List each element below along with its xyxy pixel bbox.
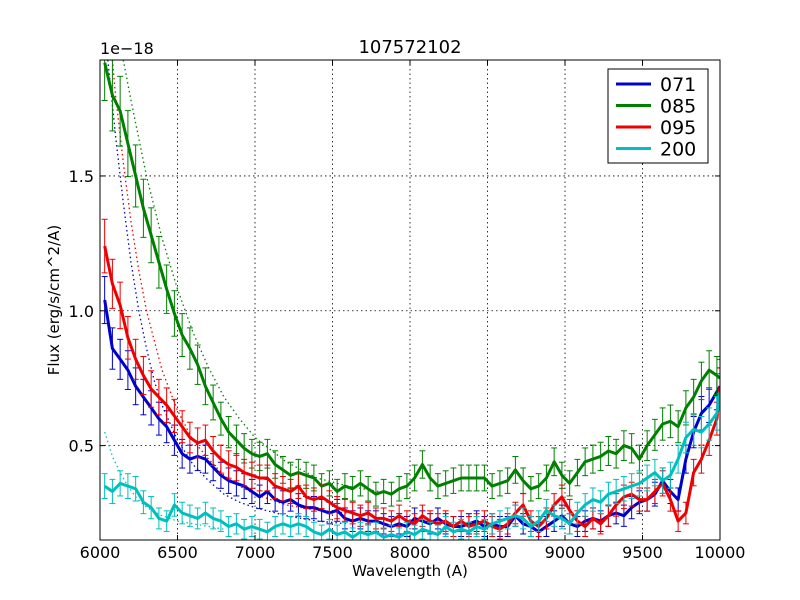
legend-label-085: 085 — [660, 96, 696, 118]
x-axis-label: Wavelength (A) — [352, 562, 468, 580]
x-tick-label: 9500 — [622, 543, 663, 562]
x-tick-label: 7500 — [312, 543, 353, 562]
grid — [100, 60, 720, 540]
model-curve-200 — [104, 431, 225, 530]
series-200 — [101, 373, 720, 540]
y-tick-label: 0.5 — [69, 437, 94, 456]
series-line-200 — [103, 391, 720, 539]
legend-label-071: 071 — [660, 74, 696, 96]
x-tick-label: 8500 — [467, 543, 508, 562]
x-tick-label: 9000 — [545, 543, 586, 562]
model-curves — [104, 60, 380, 530]
legend-label-095: 095 — [660, 117, 696, 139]
x-tick-label: 8000 — [390, 543, 431, 562]
x-tick-label: 10000 — [695, 543, 746, 562]
chart-title: 107572102 — [358, 37, 461, 58]
y-axis-label: Flux (erg/s/cm^2/A) — [45, 225, 63, 376]
y-tick-label: 1.5 — [69, 167, 94, 186]
series-line-095 — [103, 245, 720, 531]
model-curve-095 — [111, 60, 349, 514]
series-line-085 — [103, 62, 720, 496]
data-series — [101, 60, 720, 540]
y-offset-label: 1e−18 — [100, 39, 154, 58]
x-tick-label: 7000 — [235, 543, 276, 562]
legend-label-200: 200 — [660, 139, 696, 161]
series-085 — [101, 60, 720, 507]
axis-ticks: 6000 6500 7000 7500 8000 8500 9000 9500 10000 0.5… — [69, 60, 746, 562]
y-tick-label: 1.0 — [69, 302, 94, 321]
x-tick-label: 6500 — [157, 543, 198, 562]
model-curve-071 — [107, 60, 349, 525]
model-curve-085 — [122, 60, 380, 493]
x-tick-label: 6000 — [80, 543, 121, 562]
